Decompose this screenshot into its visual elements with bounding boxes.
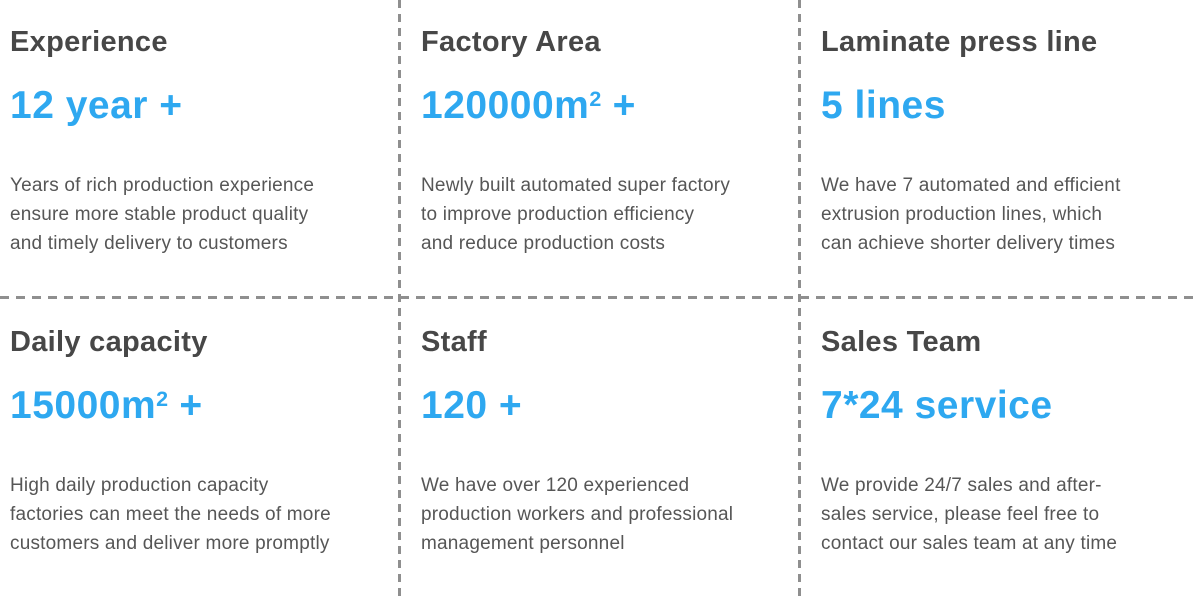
stat-value-text: 12 year + bbox=[10, 84, 183, 127]
stat-description-line: Years of rich production experience bbox=[10, 175, 315, 196]
stat-description: Years of rich production experience ensu… bbox=[10, 171, 382, 258]
stat-title: Daily capacity bbox=[10, 326, 208, 358]
stat-card-daily-capacity: Daily capacity 15000m2 + High daily prod… bbox=[0, 300, 400, 600]
stat-value-text: 7*24 service bbox=[821, 384, 1053, 427]
stat-value: 120000m2 + bbox=[421, 82, 782, 135]
stat-description-line: can achieve shorter delivery times bbox=[821, 233, 1116, 254]
stat-value: 12 year + bbox=[10, 82, 382, 135]
stat-description-line: management personnel bbox=[421, 533, 625, 554]
stat-value: 5 lines bbox=[821, 82, 1182, 135]
stat-card-laminate-press-line: Laminate press line 5 lines We have 7 au… bbox=[800, 0, 1200, 300]
stat-title: Staff bbox=[421, 326, 487, 358]
stat-title: Factory Area bbox=[421, 26, 601, 58]
stat-description-line: ensure more stable product quality bbox=[10, 204, 309, 225]
horizontal-dashed-divider bbox=[0, 296, 1200, 299]
stat-value-superscript: 2 bbox=[589, 87, 602, 112]
stat-description-line: production workers and professional bbox=[421, 504, 734, 525]
stat-description: High daily production capacity factories… bbox=[10, 471, 382, 558]
stat-description-line: contact our sales team at any time bbox=[821, 533, 1118, 554]
stat-card-factory-area: Factory Area 120000m2 + Newly built auto… bbox=[400, 0, 800, 300]
stat-card-experience: Experience 12 year + Years of rich produ… bbox=[0, 0, 400, 300]
stat-description-line: We provide 24/7 sales and after- bbox=[821, 475, 1102, 496]
stat-value: 7*24 service bbox=[821, 382, 1182, 435]
stat-value: 120 + bbox=[421, 382, 782, 435]
stat-description-line: customers and deliver more promptly bbox=[10, 533, 330, 554]
stat-description: We provide 24/7 sales and after- sales s… bbox=[821, 471, 1182, 558]
stat-value-text: 5 lines bbox=[821, 84, 946, 127]
stat-description-line: extrusion production lines, which bbox=[821, 204, 1103, 225]
stat-description-line: Newly built automated super factory bbox=[421, 175, 731, 196]
vertical-dashed-divider-right bbox=[798, 0, 801, 600]
stat-value-suffix: + bbox=[601, 84, 636, 127]
stat-card-sales-team: Sales Team 7*24 service We provide 24/7 … bbox=[800, 300, 1200, 600]
stat-title: Sales Team bbox=[821, 326, 982, 358]
stat-description-line: High daily production capacity bbox=[10, 475, 269, 496]
stat-title: Experience bbox=[10, 26, 168, 58]
stat-card-staff: Staff 120 + We have over 120 experienced… bbox=[400, 300, 800, 600]
stat-value-text: 120000m bbox=[421, 84, 590, 127]
stat-description-line: to improve production efficiency bbox=[421, 204, 695, 225]
stat-value: 15000m2 + bbox=[10, 382, 382, 435]
stat-title: Laminate press line bbox=[821, 26, 1098, 58]
stat-description-line: sales service, please feel free to bbox=[821, 504, 1100, 525]
stat-value-suffix: + bbox=[168, 384, 203, 427]
stat-description-line: factories can meet the needs of more bbox=[10, 504, 331, 525]
vertical-dashed-divider-left bbox=[398, 0, 401, 600]
stat-description-line: and reduce production costs bbox=[421, 233, 666, 254]
stat-description-line: and timely delivery to customers bbox=[10, 233, 288, 254]
stat-description: We have 7 automated and efficient extrus… bbox=[821, 171, 1182, 258]
stat-description-line: We have 7 automated and efficient bbox=[821, 175, 1121, 196]
stat-description-line: We have over 120 experienced bbox=[421, 475, 690, 496]
stat-value-text: 15000m bbox=[10, 384, 157, 427]
stat-description: We have over 120 experienced production … bbox=[421, 471, 782, 558]
stat-description: Newly built automated super factory to i… bbox=[421, 171, 782, 258]
stat-value-superscript: 2 bbox=[156, 387, 169, 412]
stat-value-text: 120 + bbox=[421, 384, 523, 427]
